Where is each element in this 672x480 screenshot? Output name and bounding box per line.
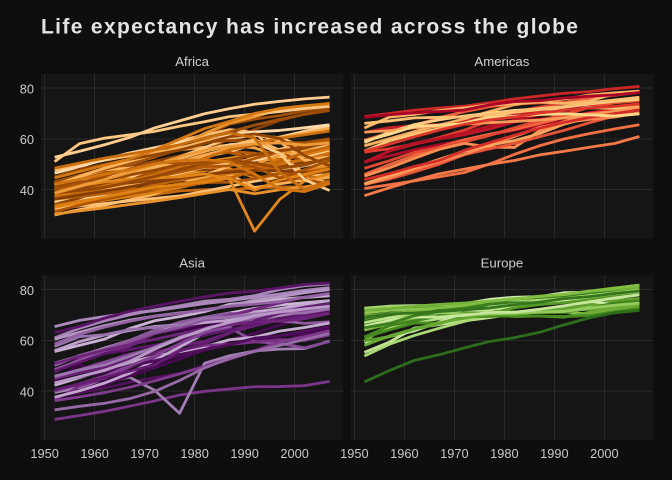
svg-text:80: 80 [20, 283, 34, 298]
svg-text:1960: 1960 [80, 446, 108, 461]
svg-text:1950: 1950 [340, 446, 368, 461]
svg-text:60: 60 [20, 334, 34, 349]
svg-text:1970: 1970 [130, 446, 158, 461]
svg-text:1990: 1990 [230, 446, 258, 461]
svg-text:40: 40 [20, 384, 34, 399]
svg-text:1980: 1980 [490, 446, 518, 461]
svg-text:1990: 1990 [540, 446, 568, 461]
svg-text:40: 40 [20, 183, 34, 198]
svg-text:Europe: Europe [481, 256, 524, 271]
svg-text:Life expectancy has increased: Life expectancy has increased across the… [41, 16, 579, 39]
svg-text:Asia: Asia [179, 256, 205, 271]
svg-text:60: 60 [20, 132, 34, 147]
svg-text:2000: 2000 [280, 446, 308, 461]
svg-text:1970: 1970 [440, 446, 468, 461]
svg-text:1980: 1980 [180, 446, 208, 461]
svg-text:80: 80 [20, 82, 34, 97]
svg-text:1960: 1960 [390, 446, 418, 461]
svg-text:1950: 1950 [30, 446, 58, 461]
svg-text:2000: 2000 [590, 446, 618, 461]
svg-text:Africa: Africa [175, 54, 209, 69]
svg-text:Americas: Americas [474, 54, 529, 69]
